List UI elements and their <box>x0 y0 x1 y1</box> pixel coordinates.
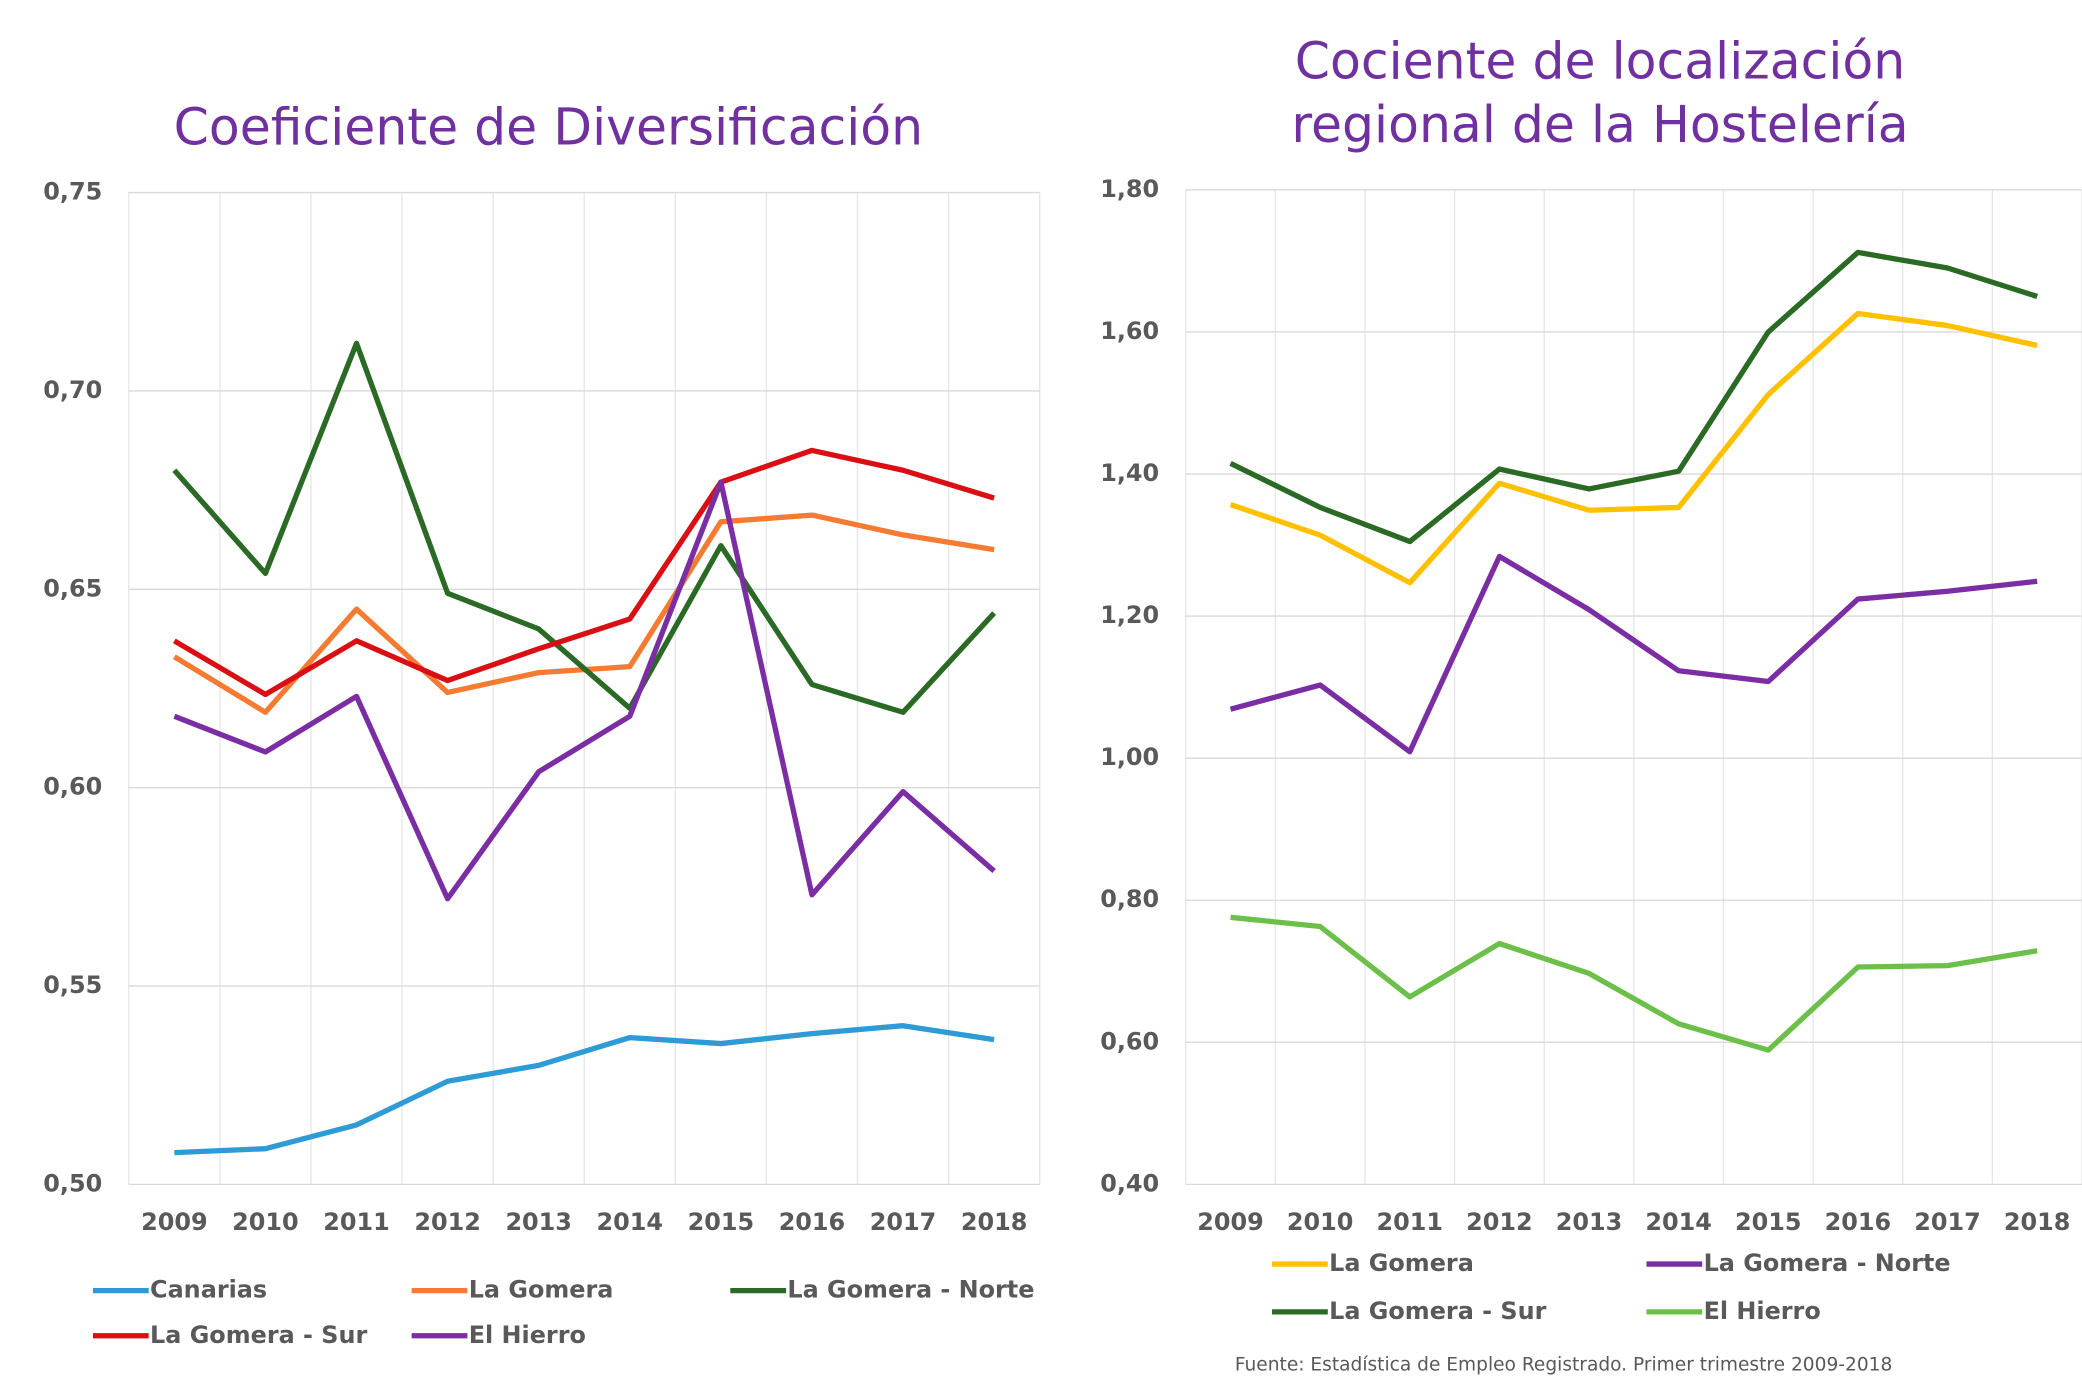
x-tick-label: 2012 <box>414 1208 481 1236</box>
x-tick-label: 2012 <box>1466 1208 1533 1236</box>
y-tick-label: 0,75 <box>43 178 102 206</box>
x-tick-label: 2017 <box>1914 1208 1981 1236</box>
series-line <box>1229 553 2038 755</box>
legend-label: La Gomera <box>469 1276 614 1304</box>
x-tick-label: 2013 <box>1556 1208 1623 1236</box>
x-tick-label: 2016 <box>779 1208 845 1236</box>
chart-title: Cociente de localización regional de la … <box>1291 31 1909 155</box>
legend-label: Canarias <box>150 1276 267 1304</box>
x-tick-label: 2018 <box>2004 1208 2071 1236</box>
y-tick-label: 1,20 <box>1100 601 1159 629</box>
x-tick-label: 2010 <box>1287 1208 1354 1236</box>
series-line <box>174 1023 995 1156</box>
legend-label: El Hierro <box>469 1321 586 1349</box>
legend-label: La Gomera - Norte <box>787 1276 1034 1304</box>
x-tick-label: 2009 <box>141 1208 208 1236</box>
y-tick-label: 0,80 <box>1100 885 1159 913</box>
y-tick-label: 1,40 <box>1100 459 1159 487</box>
y-tick-label: 0,60 <box>1100 1027 1159 1055</box>
y-tick-label: 0,40 <box>1100 1169 1159 1197</box>
y-tick-label: 1,00 <box>1100 743 1159 771</box>
series-line <box>172 447 995 698</box>
x-tick-label: 2015 <box>688 1208 754 1236</box>
x-tick-label: 2010 <box>232 1208 299 1236</box>
y-tick-label: 0,70 <box>43 376 102 404</box>
legend-label: La Gomera <box>1329 1249 1474 1277</box>
y-tick-label: 0,55 <box>43 971 102 999</box>
x-tick-label: 2013 <box>505 1208 571 1236</box>
legend-label: El Hierro <box>1704 1297 1821 1325</box>
legend-label: La Gomera - Sur <box>1329 1297 1546 1325</box>
x-tick-label: 2018 <box>961 1208 1028 1236</box>
y-tick-label: 1,80 <box>1100 175 1159 203</box>
x-tick-label: 2011 <box>323 1208 390 1236</box>
legend-label: La Gomera - Sur <box>150 1321 367 1349</box>
y-tick-label: 0,60 <box>43 773 102 801</box>
x-tick-label: 2014 <box>1645 1208 1712 1236</box>
y-tick-label: 1,60 <box>1100 317 1159 345</box>
y-tick-label: 0,50 <box>43 1169 102 1197</box>
series-line <box>173 479 996 902</box>
x-tick-label: 2015 <box>1735 1208 1802 1236</box>
series-line <box>1229 249 2038 545</box>
y-tick-label: 0,65 <box>43 574 102 602</box>
source-note: Fuente: Estadística de Empleo Registrado… <box>1234 1354 1893 1376</box>
legend-label: La Gomera - Norte <box>1704 1249 1951 1277</box>
series-line <box>172 340 997 715</box>
series-line <box>1230 914 2038 1053</box>
series-line <box>1229 310 2038 586</box>
chart-title: Coeficiente de Diversificación <box>173 98 924 157</box>
x-tick-label: 2016 <box>1825 1208 1892 1236</box>
x-tick-label: 2014 <box>597 1208 664 1236</box>
x-tick-label: 2011 <box>1377 1208 1444 1236</box>
x-tick-label: 2009 <box>1197 1208 1263 1236</box>
x-tick-label: 2017 <box>870 1208 937 1236</box>
